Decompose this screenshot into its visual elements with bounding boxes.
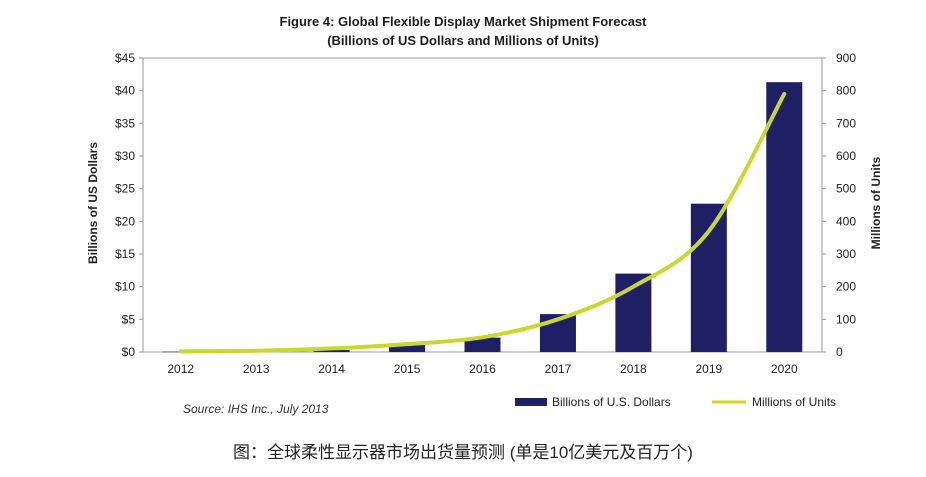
bar-2019 xyxy=(690,203,727,352)
left-tick-label: $5 xyxy=(122,312,136,326)
left-tick-label: $15 xyxy=(115,247,135,261)
x-axis: 2012 2013 2014 2015 2016 2017 2018 2019 2020 xyxy=(167,362,798,376)
bar-2020 xyxy=(766,82,803,352)
x-tick-label: 2019 xyxy=(695,362,722,376)
x-tick-label: 2014 xyxy=(318,362,345,376)
y2-axis-label: Millions of Units xyxy=(869,156,883,249)
left-tick-label: $35 xyxy=(115,116,135,130)
left-tick-label: $30 xyxy=(115,149,135,163)
legend-label-bars: Billions of U.S. Dollars xyxy=(552,395,671,409)
x-tick-label: 2017 xyxy=(545,362,572,376)
legend-label-line: Millions of Units xyxy=(752,395,836,409)
chart-subtitle: (Billions of US Dollars and Millions of … xyxy=(327,33,599,48)
left-tick-label: $20 xyxy=(115,214,135,228)
left-tick-label: $40 xyxy=(115,84,135,98)
left-tick-label: $10 xyxy=(115,280,135,294)
x-tick-label: 2020 xyxy=(771,362,798,376)
bar-2016 xyxy=(464,337,501,352)
y-axis-label: Billions of US Dollars xyxy=(86,142,100,264)
right-tick-label: 600 xyxy=(836,149,856,163)
right-tick-label: 200 xyxy=(836,280,856,294)
right-tick-label: 100 xyxy=(836,312,856,326)
bar-2015 xyxy=(389,343,426,352)
left-tick-label: $45 xyxy=(115,51,135,65)
legend: Billions of U.S. Dollars Millions of Uni… xyxy=(515,395,836,409)
right-tick-label: 500 xyxy=(836,182,856,196)
bar-series xyxy=(162,82,803,353)
right-tick-label: 900 xyxy=(836,51,856,65)
x-tick-label: 2016 xyxy=(469,362,496,376)
chart-title: Figure 4: Global Flexible Display Market… xyxy=(279,14,647,29)
right-tick-label: 300 xyxy=(836,247,856,261)
left-tick-label: $25 xyxy=(115,182,135,196)
source-note: Source: IHS Inc., July 2013 xyxy=(183,402,329,416)
figure-caption: 图：全球柔性显示器市场出货量预测 (单是10亿美元及百万个) xyxy=(233,443,693,462)
legend-swatch-bars xyxy=(515,398,547,406)
x-tick-label: 2015 xyxy=(394,362,421,376)
right-tick-label: 0 xyxy=(836,345,843,359)
x-tick-label: 2018 xyxy=(620,362,647,376)
x-tick-label: 2013 xyxy=(243,362,270,376)
right-tick-label: 800 xyxy=(836,84,856,98)
right-axis: 0 100 200 300 400 500 600 700 800 900 xyxy=(822,51,856,359)
bar-2014 xyxy=(313,350,350,352)
left-tick-label: $0 xyxy=(122,345,136,359)
x-tick-label: 2012 xyxy=(167,362,194,376)
line-series xyxy=(178,91,787,354)
right-tick-label: 700 xyxy=(836,116,856,130)
right-tick-label: 400 xyxy=(836,214,856,228)
left-axis: $0 $5 $10 $15 $20 $25 $30 $35 $40 $45 xyxy=(115,51,143,359)
